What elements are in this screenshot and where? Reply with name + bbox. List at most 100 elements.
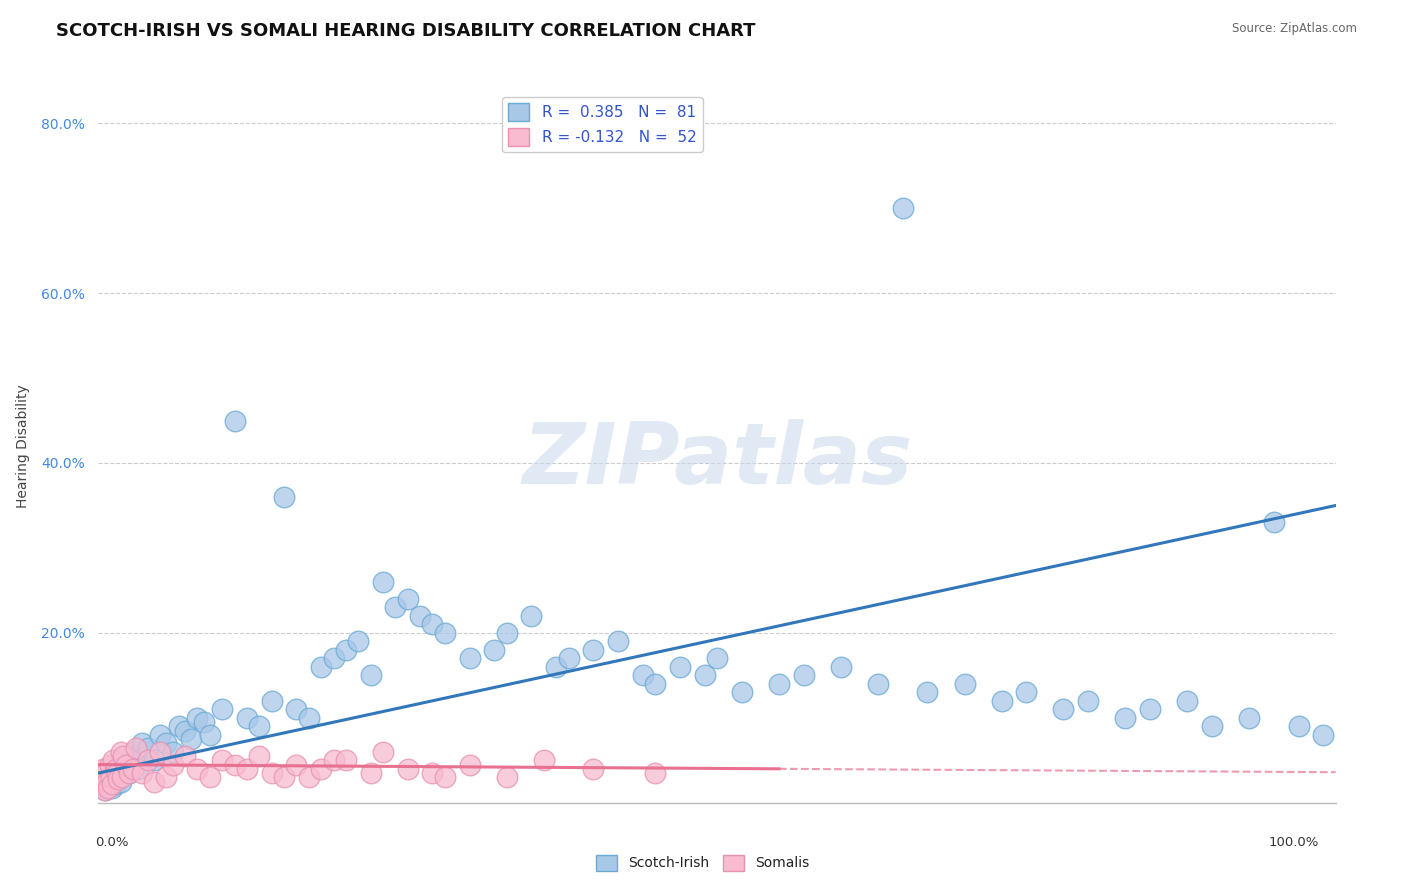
- Point: [644, 677, 666, 691]
- Point: [371, 745, 394, 759]
- Point: [768, 677, 790, 691]
- Point: [607, 634, 630, 648]
- Point: [91, 779, 114, 793]
- Point: [186, 762, 208, 776]
- Point: [108, 770, 131, 784]
- Point: [127, 762, 149, 776]
- Point: [236, 762, 259, 776]
- Point: [143, 753, 166, 767]
- Text: 100.0%: 100.0%: [1268, 837, 1319, 849]
- Point: [322, 651, 344, 665]
- Point: [706, 651, 728, 665]
- Text: SCOTCH-IRISH VS SOMALI HEARING DISABILITY CORRELATION CHART: SCOTCH-IRISH VS SOMALI HEARING DISABILIT…: [56, 22, 756, 40]
- Point: [1114, 711, 1136, 725]
- Point: [484, 643, 506, 657]
- Point: [112, 753, 135, 767]
- Point: [669, 660, 692, 674]
- Point: [458, 651, 481, 665]
- Point: [693, 668, 716, 682]
- Point: [131, 736, 153, 750]
- Point: [533, 753, 555, 767]
- Point: [433, 626, 456, 640]
- Point: [101, 777, 124, 791]
- Point: [260, 766, 283, 780]
- Point: [520, 608, 543, 623]
- Point: [198, 728, 221, 742]
- Point: [97, 770, 120, 784]
- Point: [103, 753, 125, 767]
- Point: [495, 770, 517, 784]
- Point: [422, 766, 444, 780]
- Point: [582, 643, 605, 657]
- Point: [118, 766, 141, 780]
- Point: [136, 753, 159, 767]
- Point: [298, 770, 321, 784]
- Point: [104, 777, 127, 791]
- Point: [110, 745, 132, 759]
- Point: [93, 762, 115, 776]
- Point: [396, 591, 419, 606]
- Point: [100, 779, 122, 793]
- Point: [1288, 719, 1310, 733]
- Text: 0.0%: 0.0%: [96, 837, 129, 849]
- Point: [155, 770, 177, 784]
- Point: [124, 749, 146, 764]
- Point: [110, 774, 132, 789]
- Point: [198, 770, 221, 784]
- Point: [1175, 694, 1198, 708]
- Point: [322, 753, 344, 767]
- Point: [360, 766, 382, 780]
- Legend: Scotch-Irish, Somalis: Scotch-Irish, Somalis: [591, 849, 815, 876]
- Point: [149, 745, 172, 759]
- Point: [731, 685, 754, 699]
- Point: [174, 749, 197, 764]
- Point: [155, 736, 177, 750]
- Point: [97, 780, 120, 795]
- Point: [309, 762, 332, 776]
- Point: [1015, 685, 1038, 699]
- Point: [143, 774, 166, 789]
- Point: [830, 660, 852, 674]
- Point: [1201, 719, 1223, 733]
- Point: [360, 668, 382, 682]
- Point: [89, 774, 111, 789]
- Point: [180, 732, 202, 747]
- Point: [211, 753, 233, 767]
- Point: [335, 753, 357, 767]
- Point: [104, 762, 127, 776]
- Point: [103, 766, 125, 780]
- Point: [557, 651, 579, 665]
- Point: [458, 757, 481, 772]
- Point: [495, 626, 517, 640]
- Point: [1312, 728, 1334, 742]
- Point: [162, 745, 184, 759]
- Point: [131, 766, 153, 780]
- Point: [124, 740, 146, 755]
- Point: [94, 766, 117, 780]
- Point: [101, 780, 124, 795]
- Point: [422, 617, 444, 632]
- Text: ZIPatlas: ZIPatlas: [522, 418, 912, 502]
- Point: [186, 711, 208, 725]
- Point: [93, 783, 115, 797]
- Point: [247, 749, 270, 764]
- Point: [1237, 711, 1260, 725]
- Point: [866, 677, 889, 691]
- Point: [112, 749, 135, 764]
- Point: [409, 608, 432, 623]
- Point: [122, 745, 145, 759]
- Point: [273, 490, 295, 504]
- Text: Source: ZipAtlas.com: Source: ZipAtlas.com: [1232, 22, 1357, 36]
- Point: [1077, 694, 1099, 708]
- Point: [100, 770, 122, 784]
- Point: [118, 766, 141, 780]
- Point: [285, 757, 308, 772]
- Point: [105, 762, 128, 776]
- Point: [193, 715, 215, 730]
- Point: [433, 770, 456, 784]
- Point: [98, 757, 121, 772]
- Point: [149, 728, 172, 742]
- Point: [162, 757, 184, 772]
- Point: [211, 702, 233, 716]
- Point: [1052, 702, 1074, 716]
